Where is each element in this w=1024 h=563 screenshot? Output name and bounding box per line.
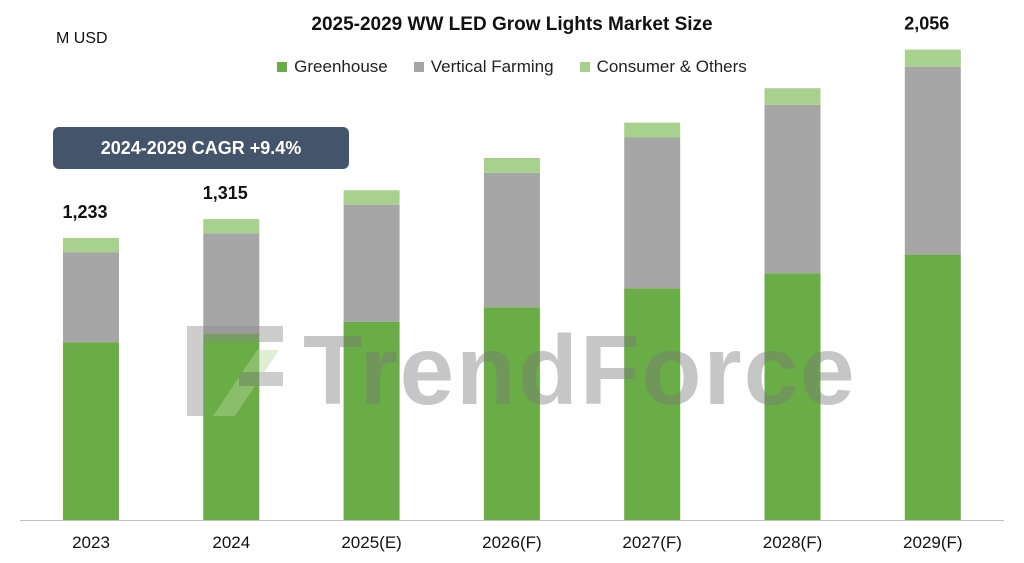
legend-item-consumer-others: Consumer & Others (579, 57, 747, 77)
unit-label: M USD (56, 30, 108, 47)
x-tick-label-2028-f: 2028(F) (763, 533, 823, 552)
legend: Greenhouse Vertical Farming Consumer & O… (0, 57, 1024, 77)
legend-item-vertical-farming: Vertical Farming (413, 57, 554, 77)
total-label-2029-f: 2,056 (904, 14, 949, 34)
bar-consumer-others-2027-f (624, 122, 681, 138)
bar-greenhouse-2027-f (624, 288, 681, 520)
bar-vertical-farming-2023 (63, 252, 119, 343)
bar-vertical-farming-2025-e (343, 204, 400, 322)
bar-greenhouse-2024 (203, 334, 260, 520)
x-tick-label-2027-f: 2027(F) (622, 533, 682, 552)
x-tick-label-2025-e: 2025(E) (341, 533, 401, 552)
x-tick-label-2026-f: 2026(F) (482, 533, 542, 552)
legend-item-greenhouse: Greenhouse (277, 57, 388, 77)
bar-consumer-others-2025-e (343, 190, 400, 205)
total-label-2023: 1,233 (62, 202, 107, 222)
bar-consumer-others-2023 (63, 237, 119, 253)
total-label-2024: 1,315 (203, 183, 248, 203)
bar-greenhouse-2029-f (904, 254, 961, 520)
bar-greenhouse-2025-e (343, 321, 400, 520)
bar-vertical-farming-2027-f (624, 137, 681, 289)
bar-consumer-others-2026-f (483, 158, 540, 173)
x-tick-label-2023: 2023 (72, 533, 110, 552)
bar-consumer-others-2029-f (904, 49, 961, 67)
legend-swatch-consumer-others (579, 62, 590, 72)
bar-vertical-farming-2024 (203, 233, 260, 334)
legend-swatch-vertical-farming (413, 62, 424, 72)
legend-label-consumer-others: Consumer & Others (596, 57, 747, 76)
legend-swatch-greenhouse (277, 62, 288, 72)
bar-consumer-others-2028-f (764, 88, 821, 105)
bar-greenhouse-2028-f (764, 273, 821, 520)
bar-consumer-others-2024 (203, 219, 260, 234)
bar-greenhouse-2026-f (483, 307, 540, 520)
legend-label-vertical-farming: Vertical Farming (430, 57, 554, 76)
cagr-callout: 2024-2029 CAGR +9.4% (53, 127, 349, 169)
bar-greenhouse-2023 (63, 342, 119, 520)
bar-vertical-farming-2028-f (764, 104, 821, 274)
bar-vertical-farming-2029-f (904, 66, 961, 255)
x-tick-label-2024: 2024 (212, 533, 250, 552)
bar-vertical-farming-2026-f (483, 172, 540, 308)
chart-title: 2025-2029 WW LED Grow Lights Market Size (311, 14, 713, 35)
legend-label-greenhouse: Greenhouse (294, 57, 388, 76)
x-tick-label-2029-f: 2029(F) (903, 533, 963, 552)
